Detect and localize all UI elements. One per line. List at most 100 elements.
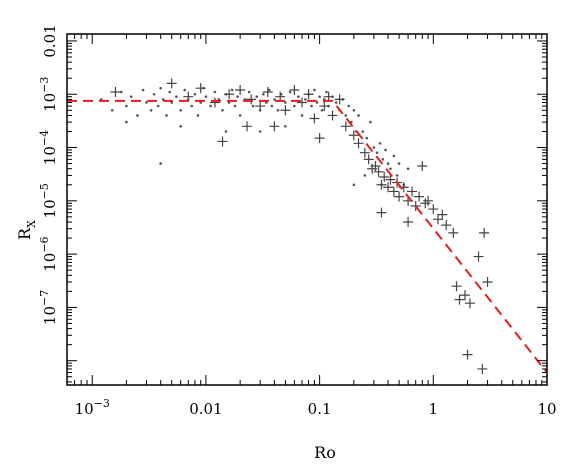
- data-point-plus: [448, 227, 459, 238]
- y-tick-labels: 0.01 10−3 10−4 10−5 10−6 10−7: [38, 24, 59, 325]
- y-tick-label: 10−3: [38, 77, 59, 112]
- data-point-dot: [361, 130, 365, 133]
- data-point-plus: [269, 121, 280, 132]
- data-point-dot: [183, 88, 186, 92]
- data-point-dot: [221, 108, 224, 112]
- data-point-dot: [318, 95, 321, 98]
- data-point-plus: [280, 105, 291, 116]
- data-point-plus: [209, 97, 220, 108]
- data-layer: [67, 78, 548, 374]
- data-point-dot: [386, 162, 390, 165]
- data-point-plus: [437, 209, 448, 220]
- data-point-plus: [110, 87, 121, 98]
- data-point-dot: [276, 108, 280, 112]
- data-point-dot: [363, 174, 367, 177]
- data-point-plus: [309, 113, 320, 124]
- data-point-plus: [462, 349, 473, 360]
- data-point-dot: [238, 114, 242, 117]
- data-point-plus: [348, 130, 359, 141]
- data-point-dot: [392, 154, 396, 158]
- y-tick-label: 10−6: [38, 236, 59, 271]
- data-point-dot: [156, 104, 160, 108]
- fit-line: [67, 99, 548, 374]
- data-point-dot: [310, 104, 313, 108]
- x-tick-label: 0.01: [189, 400, 222, 418]
- x-tick-label: 1: [429, 400, 439, 418]
- data-point-dot: [159, 162, 162, 165]
- y-tick-label: 0.01: [41, 24, 59, 57]
- data-point-dot: [190, 104, 194, 108]
- data-point-dot: [352, 108, 356, 112]
- data-point-plus: [417, 161, 428, 172]
- x-tick-label: 10−3: [75, 397, 110, 418]
- data-point-plus: [414, 191, 425, 202]
- data-point-dot: [352, 183, 356, 187]
- data-point-dot: [378, 142, 382, 145]
- data-point-plus: [255, 101, 266, 112]
- data-point-plus: [363, 154, 374, 165]
- data-point-plus: [482, 276, 493, 287]
- data-point-dot: [288, 90, 292, 94]
- data-point-plus: [242, 121, 253, 132]
- data-point-dot: [395, 174, 399, 177]
- data-point-dot: [119, 90, 123, 94]
- data-point-plus: [407, 186, 418, 197]
- data-point-dot: [357, 114, 360, 117]
- y-axis-label: RX: [15, 220, 38, 240]
- x-tick-label: 10: [537, 400, 556, 418]
- x-tick-labels: 10−3 0.01 0.1 1 10: [75, 397, 557, 418]
- y-tick-label: 10−4: [38, 130, 59, 165]
- data-point-dot: [193, 92, 197, 96]
- data-point-dot: [125, 104, 128, 108]
- data-point-plus: [473, 251, 484, 262]
- data-point-dot: [297, 95, 300, 98]
- data-point-dot: [384, 148, 387, 152]
- plot-frame: [66, 33, 548, 386]
- data-point-plus: [441, 220, 452, 231]
- data-point-plus: [314, 133, 325, 144]
- data-point-dot: [381, 158, 385, 161]
- data-point-dot: [293, 104, 296, 108]
- data-point-dot: [267, 88, 271, 92]
- data-point-dot: [136, 114, 139, 117]
- data-point-dot: [255, 95, 259, 98]
- data-point-plus: [420, 198, 431, 209]
- data-point-plus: [379, 171, 390, 182]
- data-point-dot: [233, 104, 237, 108]
- data-point-dot: [159, 86, 162, 90]
- data-point-plus: [385, 174, 396, 185]
- x-axis-label: Ro: [314, 443, 336, 462]
- data-point-plus: [394, 191, 405, 202]
- data-point-dot: [141, 88, 145, 92]
- data-point-dot: [152, 92, 156, 96]
- tick-marks: [66, 34, 548, 385]
- data-point-dot: [224, 130, 228, 133]
- data-point-plus: [327, 110, 338, 121]
- data-point-plus: [423, 195, 434, 206]
- data-point-dot: [236, 95, 239, 98]
- data-point-plus: [433, 214, 444, 225]
- data-point-plus: [388, 186, 399, 197]
- data-point-dot: [179, 125, 182, 128]
- data-point-dot: [372, 146, 376, 149]
- data-point-plus: [224, 89, 235, 100]
- data-point-plus: [383, 182, 394, 193]
- data-point-dot: [334, 101, 338, 104]
- data-point-dot: [325, 90, 328, 94]
- data-point-dot: [369, 120, 372, 124]
- y-axis-label-sub: X: [25, 220, 38, 228]
- y-axis-label-main: R: [15, 227, 34, 240]
- data-point-plus: [353, 138, 364, 149]
- data-point-dot: [230, 88, 234, 92]
- data-point-dot: [313, 88, 316, 92]
- data-point-dot: [165, 114, 168, 117]
- data-point-plus: [428, 204, 439, 215]
- data-point-plus: [246, 94, 257, 105]
- data-point-dot: [247, 90, 251, 94]
- data-point-dot: [168, 90, 171, 94]
- data-point-plus: [217, 136, 228, 147]
- data-point-dot: [304, 98, 307, 101]
- data-point-dot: [251, 104, 255, 108]
- data-point-dot: [110, 108, 114, 112]
